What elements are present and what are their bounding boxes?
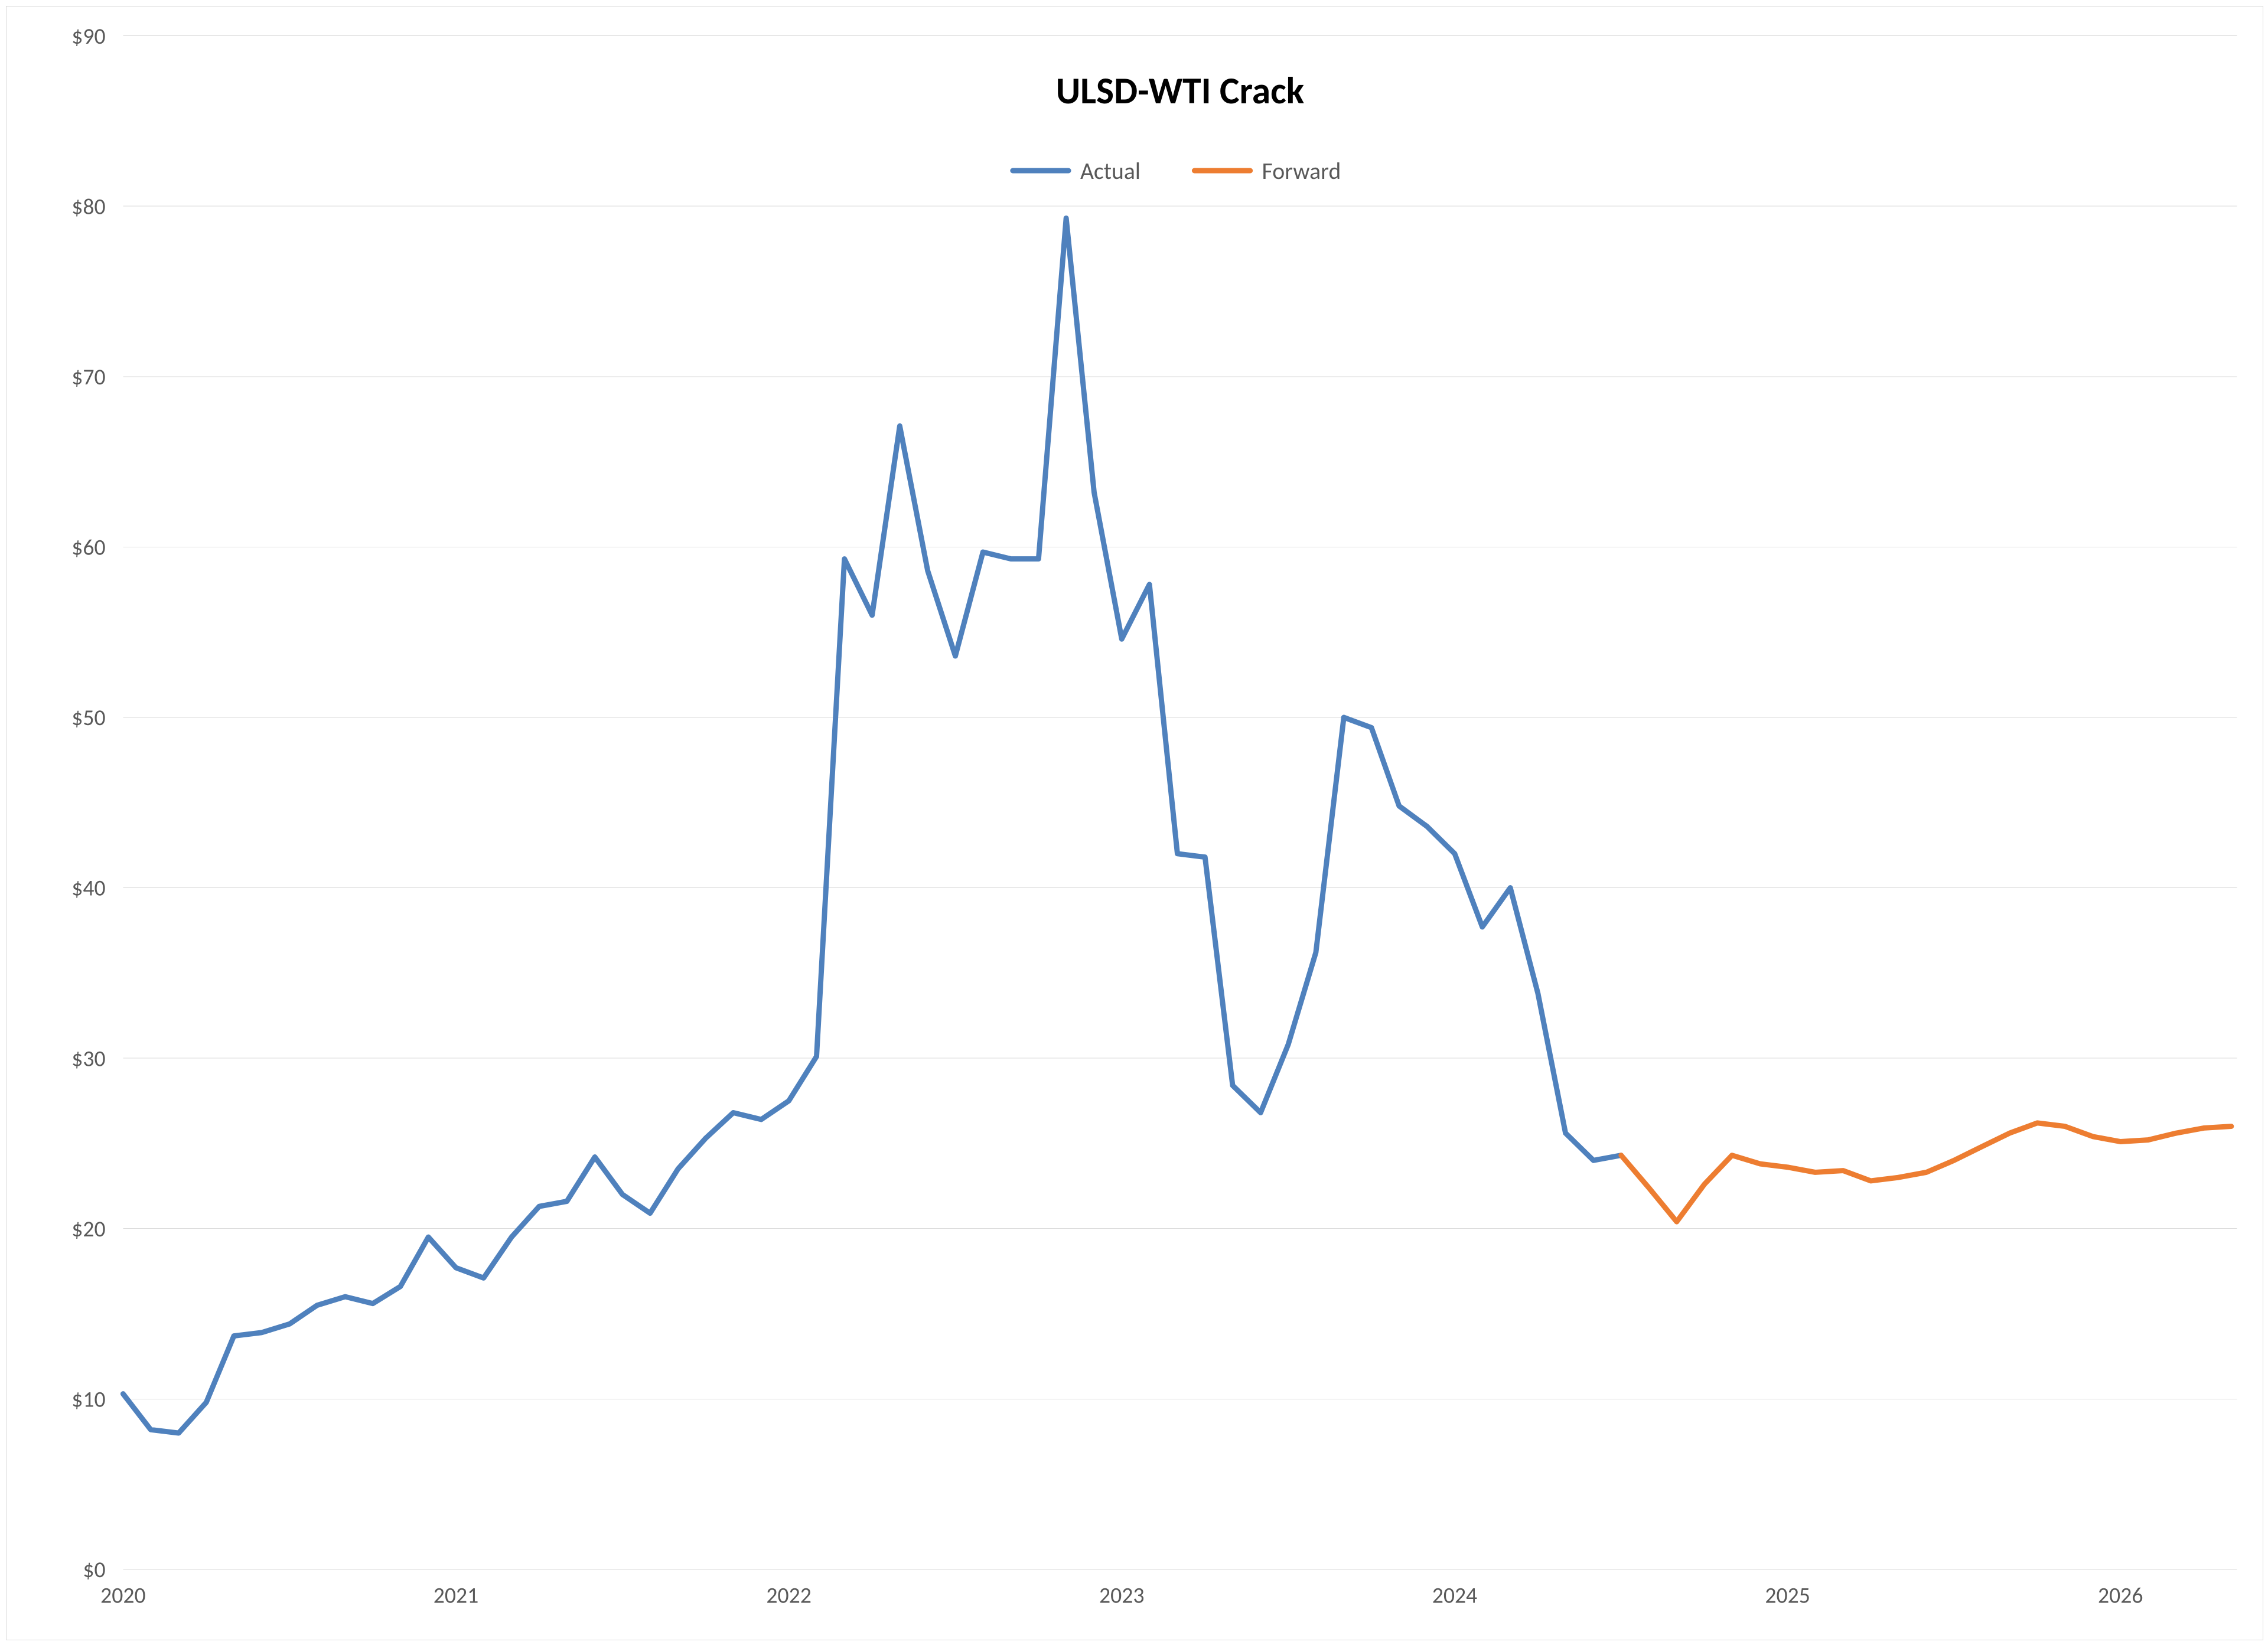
y-tick-label: $40 xyxy=(71,875,105,902)
y-tick-label: $70 xyxy=(71,364,105,391)
y-tick-label: $80 xyxy=(71,193,105,220)
legend-label: Actual xyxy=(1080,156,1140,185)
x-tick-label: 2025 xyxy=(1765,1582,1810,1609)
chart-title: ULSD-WTI Crack xyxy=(1056,68,1305,114)
chart-frame: $0 $10 $20 $30 $40 $50 $60 $70 $80 $90 2020 2021 202… xyxy=(6,6,2263,1640)
y-tick-label: $60 xyxy=(71,534,105,562)
y-tick-label: $20 xyxy=(71,1216,105,1243)
legend-label: Forward xyxy=(1262,156,1341,185)
y-tick-label: $10 xyxy=(71,1386,105,1413)
x-tick-label: 2022 xyxy=(766,1582,811,1609)
x-tick-label: 2020 xyxy=(100,1582,145,1609)
y-tick-label: $0 xyxy=(83,1556,105,1584)
x-tick-label: 2023 xyxy=(1099,1582,1144,1609)
chart-container: $0 $10 $20 $30 $40 $50 $60 $70 $80 $90 2020 2021 202… xyxy=(0,0,2268,1645)
x-tick-label: 2026 xyxy=(2098,1582,2143,1609)
line-chart: $0 $10 $20 $30 $40 $50 $60 $70 $80 $90 2020 2021 202… xyxy=(6,6,2263,1640)
chart-background xyxy=(9,6,2260,1640)
y-tick-label: $50 xyxy=(71,704,105,732)
x-tick-label: 2021 xyxy=(434,1582,478,1609)
y-tick-label: $90 xyxy=(71,23,105,50)
y-tick-label: $30 xyxy=(71,1045,105,1072)
x-tick-label: 2024 xyxy=(1432,1582,1477,1609)
